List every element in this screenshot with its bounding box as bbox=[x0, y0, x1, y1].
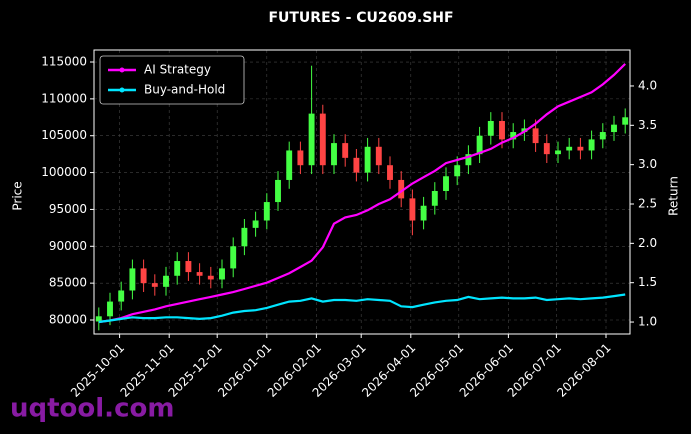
chart-title: FUTURES - CU2609.SHF bbox=[268, 10, 453, 26]
plot-frame bbox=[93, 49, 631, 335]
y2-tick-label: 2.5 bbox=[638, 197, 657, 211]
candle-body bbox=[566, 146, 573, 151]
candle-body bbox=[599, 132, 606, 140]
y-tick-label: 115000 bbox=[41, 55, 87, 69]
candle-body bbox=[263, 202, 270, 221]
candle-body bbox=[185, 261, 192, 273]
candle-body bbox=[420, 205, 427, 221]
candle-body bbox=[555, 150, 561, 155]
candle-body bbox=[275, 179, 281, 203]
legend-frame bbox=[99, 55, 245, 105]
legend-label: Buy-and-Hold bbox=[144, 83, 225, 97]
candle-body bbox=[286, 150, 293, 180]
candle-body bbox=[252, 220, 259, 228]
candle-body bbox=[588, 139, 595, 151]
candle-body bbox=[577, 146, 584, 151]
candle-body bbox=[342, 143, 349, 158]
y2-tick-label: 1.0 bbox=[638, 315, 657, 329]
candle-body bbox=[129, 268, 136, 291]
legend-marker bbox=[119, 87, 125, 93]
candle-body bbox=[319, 113, 326, 166]
candle-body bbox=[521, 128, 528, 133]
y-tick-label: 110000 bbox=[41, 91, 87, 105]
candle-body bbox=[297, 150, 304, 166]
y-tick-label: 85000 bbox=[49, 276, 87, 290]
y-tick-label: 100000 bbox=[41, 165, 87, 179]
candle-body bbox=[207, 275, 214, 280]
y2-tick-label: 1.5 bbox=[638, 275, 657, 289]
candle-body bbox=[510, 132, 517, 140]
y2-axis-label: Return bbox=[667, 176, 681, 216]
candle-body bbox=[476, 135, 483, 155]
candle-body bbox=[487, 120, 494, 136]
candle-body bbox=[443, 176, 449, 192]
legend-label: AI Strategy bbox=[144, 63, 211, 77]
legend-marker bbox=[119, 67, 125, 73]
y-axis-label: Price bbox=[11, 181, 25, 210]
candle-body bbox=[409, 198, 416, 221]
candle-body bbox=[331, 143, 337, 166]
y2-tick-label: 4.0 bbox=[638, 78, 657, 92]
candle-body bbox=[95, 316, 102, 322]
candle-body bbox=[398, 179, 405, 199]
y2-tick-label: 3.5 bbox=[638, 118, 657, 132]
candle-body bbox=[241, 227, 248, 247]
y-tick-label: 105000 bbox=[41, 128, 87, 142]
candle-body bbox=[107, 301, 113, 317]
return-line bbox=[98, 293, 626, 324]
candle-body bbox=[163, 275, 169, 287]
candle-body bbox=[622, 117, 629, 125]
candle-body bbox=[219, 268, 225, 280]
candle-body bbox=[543, 143, 550, 155]
candle-body bbox=[118, 290, 125, 302]
candle-body bbox=[375, 146, 382, 166]
candle-body bbox=[454, 165, 461, 177]
candle-body bbox=[174, 261, 181, 276]
return-line bbox=[98, 63, 626, 324]
candle-body bbox=[308, 113, 315, 166]
candle-body bbox=[364, 146, 371, 173]
candle-body bbox=[431, 191, 438, 206]
y2-tick-label: 2.0 bbox=[638, 236, 657, 250]
candle-body bbox=[196, 272, 203, 276]
candle-body bbox=[499, 120, 505, 140]
candle-body bbox=[387, 165, 393, 180]
y-tick-label: 80000 bbox=[49, 312, 87, 326]
candle-body bbox=[532, 128, 539, 144]
candle-body bbox=[140, 268, 147, 284]
candle-body bbox=[465, 154, 472, 166]
candle-body bbox=[230, 246, 237, 269]
y2-tick-label: 3.0 bbox=[638, 157, 657, 171]
candle-body bbox=[151, 283, 158, 287]
candle-body bbox=[353, 157, 360, 173]
candle-body bbox=[611, 124, 617, 133]
watermark: uqtool.com bbox=[10, 394, 174, 424]
y-tick-label: 95000 bbox=[49, 202, 87, 216]
y-tick-label: 90000 bbox=[49, 239, 87, 253]
